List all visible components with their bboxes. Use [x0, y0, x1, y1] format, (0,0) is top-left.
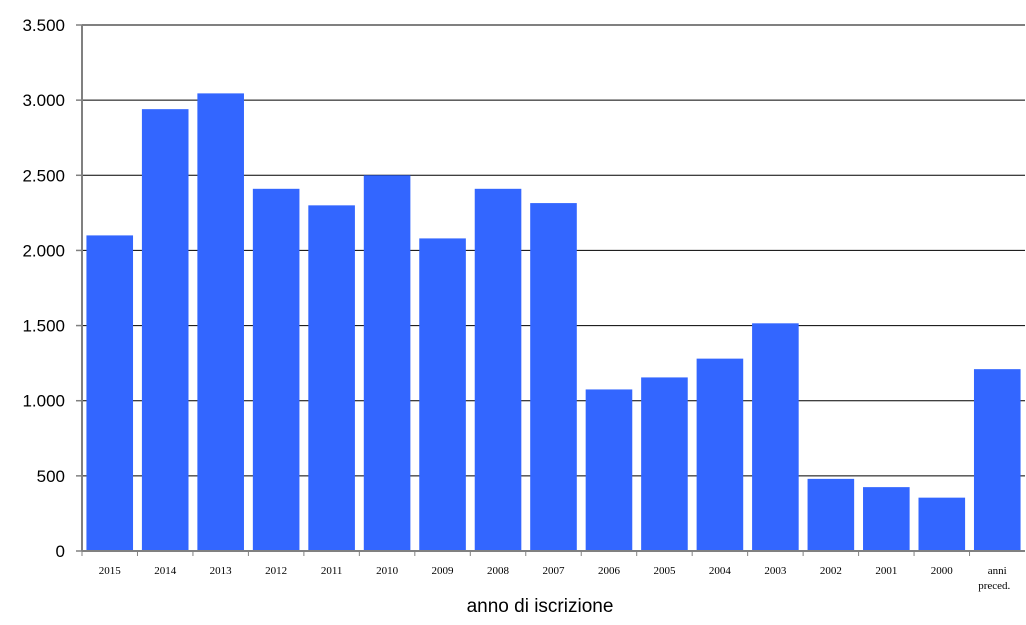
- x-tick-labels: 2015 2014 2013 2012 2011 2010 2009 2008 2007 2006…: [99, 565, 1011, 592]
- x-tick-label: 2006: [598, 565, 621, 577]
- bars: [86, 93, 1021, 552]
- bar-2004: [696, 358, 744, 551]
- bar-2001: [863, 487, 910, 551]
- x-tick-label: 2010: [376, 565, 399, 577]
- bar-2011: [308, 205, 355, 552]
- bar-2006: [585, 389, 633, 551]
- y-tick-labels: 0 500 1.000 1.500 2.000 2.500 3.000 3.500: [22, 16, 65, 561]
- bar-2005: [641, 377, 688, 551]
- bar-anni-preced-: [973, 369, 1021, 551]
- x-tick-label: 2013: [210, 565, 233, 577]
- x-tick-label: 2015: [99, 565, 122, 577]
- x-tick-label: 2000: [931, 565, 954, 577]
- y-tick-label: 1.000: [22, 392, 65, 411]
- y-tick-label: 1.500: [22, 317, 65, 336]
- x-tick-label: 2008: [487, 565, 510, 577]
- bar-2003: [752, 323, 799, 551]
- y-tick-label: 2.000: [22, 241, 65, 260]
- x-tick-label: 2011: [321, 565, 343, 577]
- y-tick-label: 0: [56, 542, 65, 561]
- x-tick-label: 2014: [154, 565, 177, 577]
- y-tick-label: 3.000: [22, 91, 65, 110]
- x-tick-label: 2009: [432, 565, 455, 577]
- x-tick-label: 2001: [875, 565, 897, 577]
- bar-2002: [807, 478, 855, 551]
- y-tick-label: 2.500: [22, 166, 65, 185]
- y-tick-label: 500: [37, 467, 65, 486]
- bar-2015: [86, 235, 134, 551]
- bar-2014: [141, 109, 189, 551]
- x-tick-label: 2005: [653, 565, 676, 577]
- bar-2007: [530, 203, 577, 552]
- x-tick-label: 2004: [709, 565, 732, 577]
- bar-2008: [474, 188, 522, 551]
- x-tick-label: 2002: [820, 565, 842, 577]
- x-tick-label: anni preced.: [978, 565, 1010, 592]
- bar-2009: [419, 238, 466, 552]
- x-tick-label: 2007: [543, 565, 566, 577]
- axes: [76, 24, 1025, 556]
- x-tick-label: 2012: [265, 565, 287, 577]
- bar-2013: [197, 93, 244, 551]
- x-axis-label: anno di iscrizione: [467, 596, 614, 617]
- bar-2010: [363, 175, 411, 552]
- y-tick-label: 3.500: [22, 16, 65, 35]
- bar-2012: [252, 188, 300, 551]
- x-tick-label: 2003: [764, 565, 787, 577]
- bar-2000: [918, 497, 966, 551]
